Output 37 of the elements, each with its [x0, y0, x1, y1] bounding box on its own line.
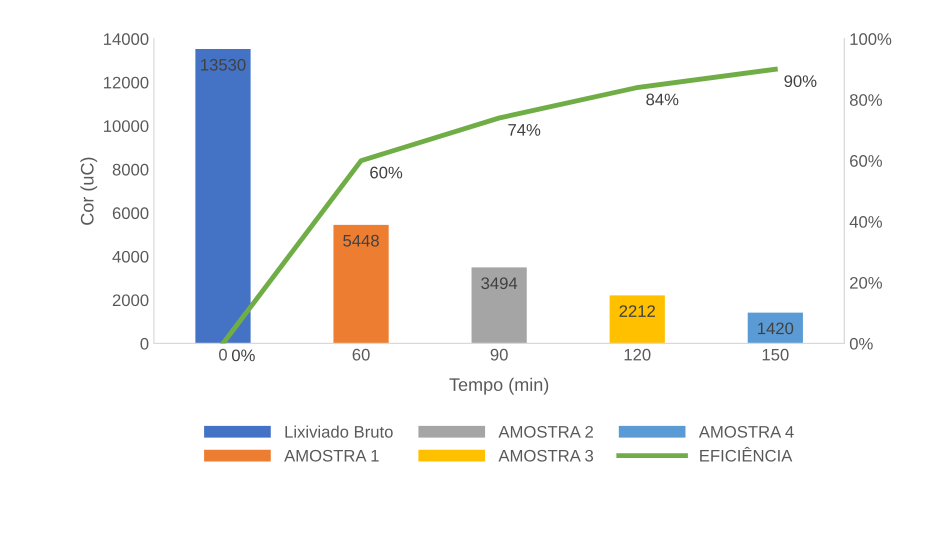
y-tick-label: 4000 [112, 250, 148, 263]
y-tick-label: 2000 [112, 294, 148, 306]
legend-label: AMOSTRA 2 [498, 426, 593, 438]
legend-label: EFICIÊNCIA [700, 446, 792, 462]
data-label: 2212 [620, 305, 655, 317]
x-tick-label: 150 [762, 348, 789, 361]
data-label: 90% [784, 75, 816, 88]
y-tick-label: 6000 [112, 207, 148, 220]
y-axis-title: Cor (uC) [80, 158, 98, 225]
legend-label: AMOSTRA 1 [284, 450, 379, 462]
legend-label: AMOSTRA 4 [698, 426, 794, 438]
x-axis-title: Tempo (min) [449, 378, 548, 395]
y-tick-label: 12000 [104, 76, 148, 89]
y2-tick-label: 80% [850, 94, 882, 106]
x-tick-label: 90 [490, 348, 508, 361]
y2-tick-label: 100% [850, 33, 892, 45]
legend-label: AMOSTRA 3 [498, 450, 594, 462]
data-label: 13530 [201, 58, 246, 71]
x-tick-label: 0 [219, 348, 227, 361]
data-label: 74% [508, 124, 540, 136]
y-tick-label: 0 [140, 338, 148, 350]
y-tick-label: 10000 [104, 120, 148, 132]
data-label: 5448 [343, 234, 379, 247]
y2-tick-label: 60% [850, 155, 882, 167]
y-tick-label: 14000 [104, 33, 148, 45]
x-tick-label: 60 [352, 348, 370, 361]
data-label: 3494 [481, 277, 518, 290]
x-tick-label: 120 [624, 348, 650, 361]
y-tick-label: 8000 [112, 164, 148, 176]
data-label: 60% [370, 166, 402, 178]
data-label: 84% [646, 94, 678, 106]
data-label: 0% [232, 349, 255, 362]
y2-tick-label: 0% [850, 338, 873, 350]
y2-tick-label: 40% [850, 216, 882, 228]
data-label: 1420 [758, 322, 794, 334]
legend-label: Lixiviado Bruto [285, 426, 393, 438]
y2-tick-label: 20% [850, 276, 882, 289]
